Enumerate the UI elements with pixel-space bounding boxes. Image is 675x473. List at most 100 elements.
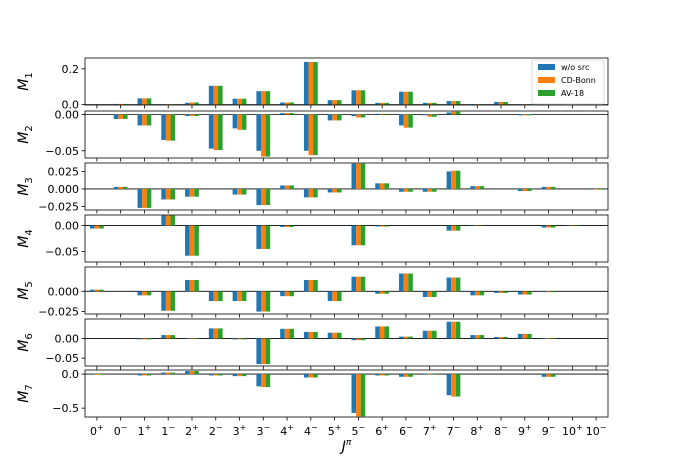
panel-frame xyxy=(84,110,609,159)
bar-1m-s3 xyxy=(170,104,176,105)
bar-6p-s3 xyxy=(384,291,390,294)
bar-2m-s2 xyxy=(213,291,219,302)
bar-3p-s2 xyxy=(237,98,242,105)
bar-0p-s3 xyxy=(99,289,104,292)
bar-0m-s2 xyxy=(118,114,123,119)
bar-1p-s3 xyxy=(146,374,152,376)
x-tick-label: 6+ xyxy=(375,423,389,438)
bar-1p-s2 xyxy=(142,98,147,105)
panel-frame xyxy=(84,214,609,263)
bar-4p-s1 xyxy=(280,113,285,115)
bar-group xyxy=(89,371,556,417)
bar-3m-s2 xyxy=(260,338,266,365)
bar-7p-s1 xyxy=(422,373,428,375)
bar-0m-s3 xyxy=(122,103,128,105)
bar-7m-s2 xyxy=(451,321,456,339)
bar-5p-s3 xyxy=(336,188,342,193)
bar-3m-s3 xyxy=(265,225,271,249)
x-axis-label: Jπ xyxy=(339,438,352,455)
legend-label: AV-18 xyxy=(561,89,584,98)
bar-2m-s1 xyxy=(208,114,214,149)
bar-5m-s2 xyxy=(356,338,361,341)
bar-1p-s3 xyxy=(146,291,152,296)
bar-3p-s1 xyxy=(232,291,238,302)
y-tick-label: 0.000 xyxy=(48,285,80,298)
bar-7p-s1 xyxy=(422,291,428,297)
bar-4m-s1 xyxy=(303,374,309,378)
bar-9m-s3 xyxy=(550,186,556,189)
bar-9p-s2 xyxy=(522,333,528,339)
x-tick-label: 5− xyxy=(352,423,366,438)
bar-3m-s3 xyxy=(265,91,271,105)
bar-10m-s2 xyxy=(593,104,599,105)
bar-5p-s1 xyxy=(327,100,333,105)
bar-group xyxy=(137,321,556,365)
bar-7p-s2 xyxy=(427,291,433,297)
bar-7p-s1 xyxy=(422,102,428,105)
bar-0p-s1 xyxy=(89,225,95,229)
bar-5p-s2 xyxy=(332,291,337,302)
bar-0m-s1 xyxy=(113,186,119,189)
bar-5m-s2 xyxy=(356,90,361,105)
x-tick-label: 1− xyxy=(161,423,175,438)
bar-7m-s2 xyxy=(451,277,456,292)
bar-8m-s1 xyxy=(494,291,499,293)
bar-2p-s3 xyxy=(194,102,199,105)
bar-3m-s1 xyxy=(256,338,261,365)
bar-2m-s3 xyxy=(218,114,223,151)
bar-1m-s1 xyxy=(161,104,166,105)
bar-1m-s2 xyxy=(165,104,171,105)
bar-9p-s1 xyxy=(517,188,523,192)
bar-4m-s2 xyxy=(308,374,314,378)
bar-4p-s2 xyxy=(284,185,290,189)
bar-9m-s1 xyxy=(541,186,547,189)
bar-5p-s2 xyxy=(332,100,337,105)
bar-8p-s2 xyxy=(474,291,480,296)
bar-1p-s2 xyxy=(142,188,147,208)
bar-3m-s3 xyxy=(265,374,271,388)
bar-6m-s2 xyxy=(403,273,409,292)
bar-4m-s3 xyxy=(313,188,318,198)
bar-6m-s3 xyxy=(408,188,413,192)
bar-5m-s3 xyxy=(360,114,366,118)
bar-0m-s2 xyxy=(118,103,123,105)
y-tick-label: 0.00 xyxy=(55,219,80,232)
bar-5m-s2 xyxy=(356,374,361,417)
bar-8p-s2 xyxy=(474,186,480,189)
x-tick-label: 1+ xyxy=(138,423,152,438)
bar-3m-s3 xyxy=(265,114,271,157)
bar-7m-s3 xyxy=(455,101,461,105)
bar-8p-s3 xyxy=(479,335,485,339)
bar-7m-s1 xyxy=(446,112,452,115)
y-axis-label: M4 xyxy=(16,229,35,247)
bar-6p-s2 xyxy=(379,326,385,339)
bar-5m-s2 xyxy=(356,114,361,118)
bar-7m-s3 xyxy=(455,170,461,189)
bar-7m-s1 xyxy=(446,277,452,292)
y-tick-label: −0.025 xyxy=(38,200,79,213)
bar-3m-s2 xyxy=(260,188,266,206)
bar-4p-s3 xyxy=(289,291,294,297)
bar-1p-s3 xyxy=(146,188,152,208)
bar-6m-s1 xyxy=(399,336,404,339)
bar-1m-s2 xyxy=(165,335,171,339)
bar-2m-s3 xyxy=(218,85,223,105)
bar-10p-s2 xyxy=(570,225,575,227)
bar-4p-s2 xyxy=(284,102,290,105)
panel-frame xyxy=(84,318,609,367)
x-tick-label: 8− xyxy=(494,423,508,438)
bar-5m-s3 xyxy=(360,90,366,105)
bar-5m-s3 xyxy=(360,338,366,341)
bar-6m-s3 xyxy=(408,273,413,292)
bar-5p-s1 xyxy=(327,332,333,339)
bar-3m-s2 xyxy=(260,91,266,105)
bar-2p-s2 xyxy=(189,225,195,256)
bar-7m-s3 xyxy=(455,374,461,397)
bar-8m-s3 xyxy=(503,337,508,339)
bar-2p-s1 xyxy=(185,225,190,256)
bar-1p-s2 xyxy=(142,338,147,340)
bar-4p-s1 xyxy=(280,328,285,339)
bar-3m-s1 xyxy=(256,291,261,312)
bar-6p-s1 xyxy=(375,183,380,189)
